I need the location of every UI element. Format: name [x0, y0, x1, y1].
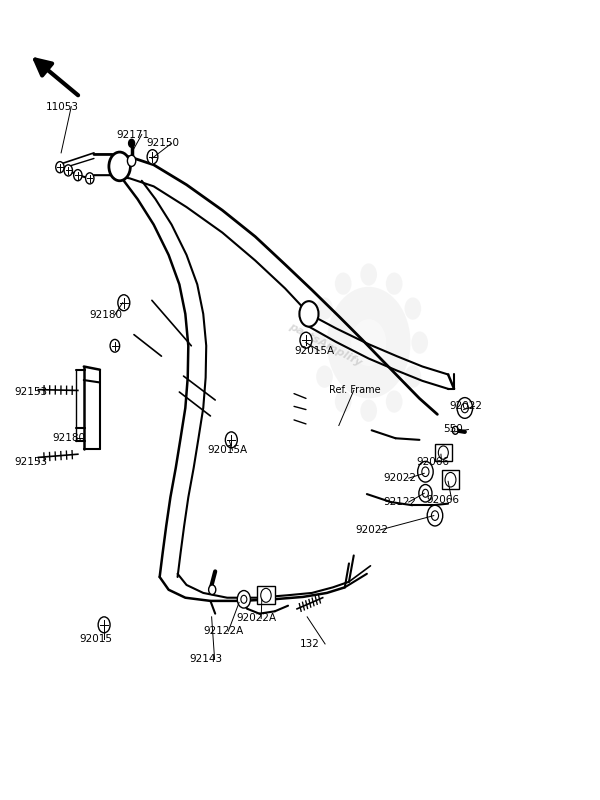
Circle shape [361, 263, 377, 286]
Circle shape [419, 485, 432, 502]
Circle shape [261, 588, 271, 602]
Circle shape [56, 162, 64, 173]
Circle shape [386, 273, 403, 294]
Text: 92180: 92180 [52, 434, 85, 443]
Circle shape [439, 446, 448, 459]
Circle shape [118, 294, 130, 310]
Bar [442, 470, 460, 490]
Circle shape [386, 390, 403, 413]
Circle shape [147, 150, 158, 164]
Circle shape [427, 506, 443, 526]
Circle shape [457, 398, 473, 418]
Circle shape [64, 165, 73, 176]
Circle shape [86, 173, 94, 184]
Circle shape [404, 298, 421, 320]
Text: 11053: 11053 [46, 102, 79, 112]
Circle shape [110, 339, 119, 352]
Bar [435, 444, 452, 462]
Text: 92015A: 92015A [208, 446, 248, 455]
Text: 92066: 92066 [416, 457, 449, 467]
Text: 92122A: 92122A [203, 626, 244, 636]
Text: 550: 550 [443, 425, 463, 434]
Circle shape [310, 331, 326, 354]
Circle shape [452, 426, 458, 434]
Circle shape [404, 366, 421, 388]
Text: 92015: 92015 [79, 634, 112, 644]
Circle shape [98, 617, 110, 633]
Text: 92022A: 92022A [236, 614, 276, 623]
Text: 92015A: 92015A [294, 346, 334, 355]
Circle shape [351, 319, 386, 366]
Text: 132: 132 [300, 639, 320, 649]
Text: 92150: 92150 [146, 138, 179, 148]
Circle shape [209, 585, 216, 594]
Circle shape [316, 366, 333, 388]
Circle shape [299, 301, 319, 326]
Text: partsAmplify: partsAmplify [287, 322, 363, 369]
Text: 92143: 92143 [190, 654, 223, 664]
Circle shape [128, 139, 134, 147]
Circle shape [127, 155, 136, 166]
Text: 92153: 92153 [14, 457, 47, 467]
Text: 92180: 92180 [90, 310, 123, 320]
Circle shape [109, 152, 130, 181]
Circle shape [412, 331, 428, 354]
Circle shape [327, 286, 410, 398]
Text: 92171: 92171 [116, 130, 150, 139]
Circle shape [237, 590, 250, 608]
Circle shape [418, 462, 433, 482]
Circle shape [335, 273, 352, 294]
Circle shape [335, 390, 352, 413]
Text: 92066: 92066 [427, 494, 460, 505]
Circle shape [445, 473, 456, 487]
Text: 92022: 92022 [355, 525, 388, 535]
Circle shape [300, 332, 312, 348]
Bar [257, 586, 275, 605]
Text: 92022: 92022 [383, 473, 416, 483]
Circle shape [74, 170, 82, 181]
Circle shape [316, 298, 333, 320]
Circle shape [361, 399, 377, 422]
Circle shape [226, 432, 237, 448]
Text: 92022: 92022 [449, 402, 482, 411]
Text: Ref. Frame: Ref. Frame [329, 386, 380, 395]
Text: 92122: 92122 [383, 497, 417, 507]
Text: 92153: 92153 [14, 387, 47, 397]
